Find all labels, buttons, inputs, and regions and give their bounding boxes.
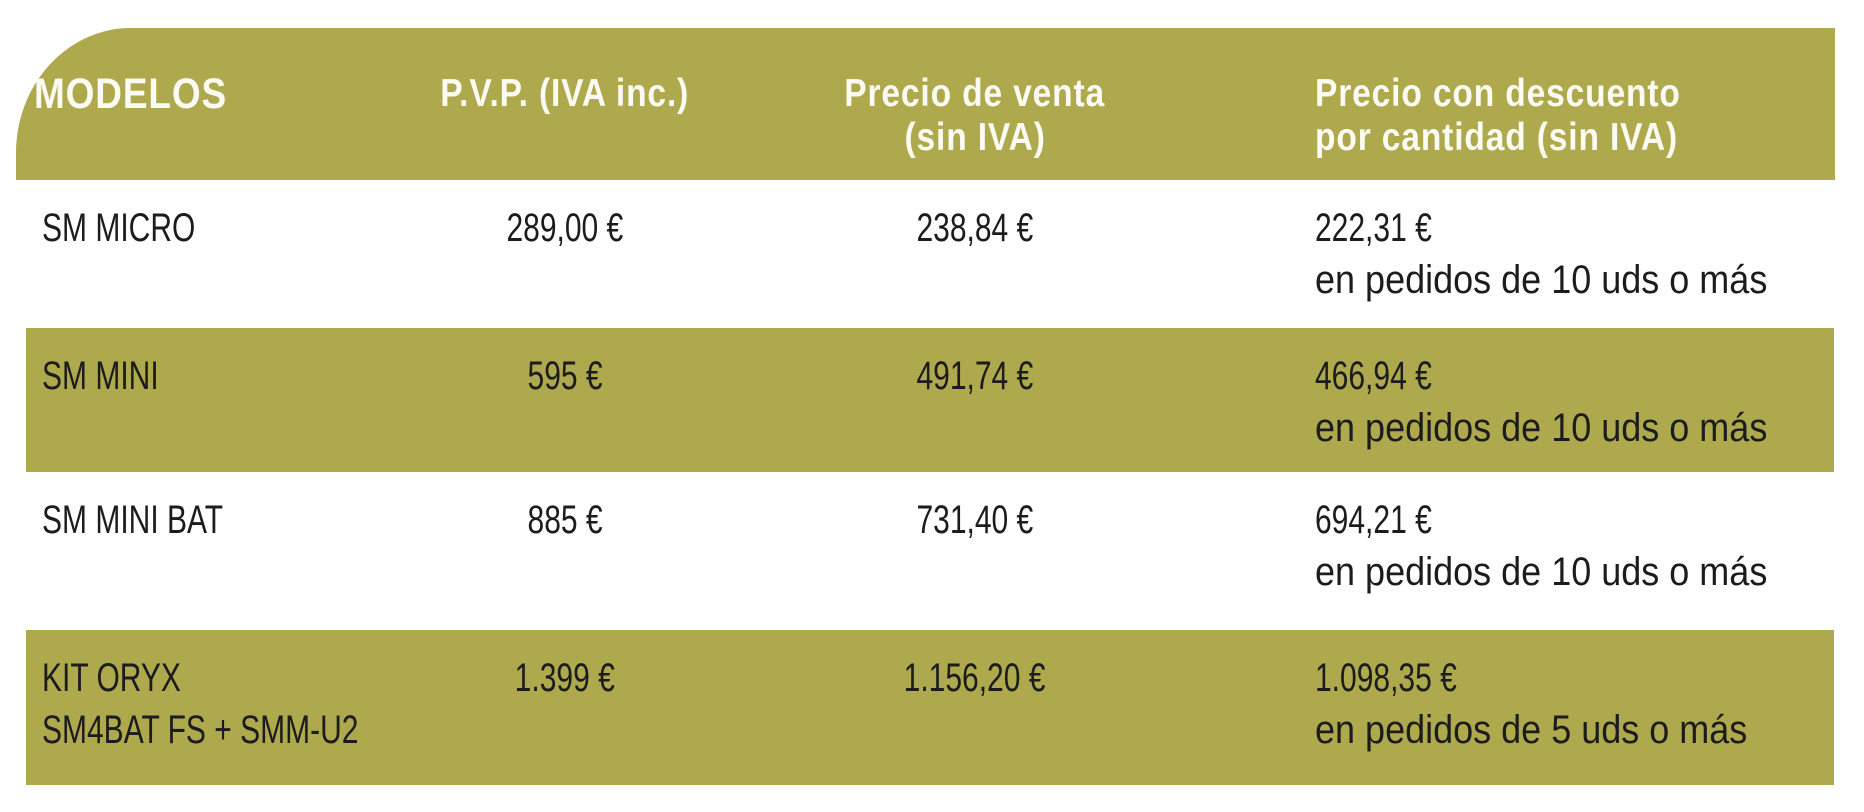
model-name-line1: SM MINI — [42, 354, 159, 398]
pvp-amount: 289,00 € — [506, 206, 624, 250]
model-name-line2: SM4BAT FS + SMM-U2 — [42, 708, 359, 752]
pvp-amount: 1.399 € — [514, 656, 616, 700]
pvp-value: 885 € — [410, 494, 720, 546]
table-header: MODELOS P.V.P. (IVA inc.) Precio de vent… — [16, 28, 1835, 180]
header-pvp-label: P.V.P. (IVA inc.) — [440, 72, 690, 115]
precio-venta-value: 238,84 € — [810, 202, 1140, 254]
header-precio-descuento-line1: Precio con descuento — [1315, 72, 1681, 115]
model-name-line1: SM MINI BAT — [42, 498, 224, 542]
model-name: SM MICRO — [42, 202, 246, 254]
precio-descuento-value: 222,31 € en pedidos de 10 uds o más — [1315, 202, 1855, 306]
precio-venta-amount: 731,40 € — [916, 498, 1034, 542]
precio-descuento-amount: 466,94 € — [1315, 354, 1432, 398]
table-row-sm-mini: SM MINI 595 € 491,74 € 466,94 € en pedid… — [26, 328, 1834, 472]
precio-descuento-amount: 1.098,35 € — [1315, 656, 1457, 700]
precio-descuento-amount: 222,31 € — [1315, 206, 1432, 250]
pvp-amount: 885 € — [527, 498, 603, 542]
model-name-line1: SM MICRO — [42, 206, 196, 250]
precio-venta-amount: 238,84 € — [916, 206, 1034, 250]
precio-venta-amount: 491,74 € — [916, 354, 1034, 398]
precio-venta-value: 491,74 € — [810, 350, 1140, 402]
header-precio-venta-line1: Precio de venta — [844, 72, 1106, 115]
descuento-nota: en pedidos de 10 uds o más — [1315, 258, 1768, 302]
table-row-kit-oryx: KIT ORYX SM4BAT FS + SMM-U2 1.399 € 1.15… — [26, 630, 1834, 785]
precio-descuento-value: 1.098,35 € en pedidos de 5 uds o más — [1315, 652, 1855, 756]
descuento-nota: en pedidos de 5 uds o más — [1315, 708, 1748, 752]
pvp-value: 289,00 € — [410, 202, 720, 254]
table-row-sm-mini-bat: SM MINI BAT 885 € 731,40 € 694,21 € en p… — [26, 472, 1834, 630]
precio-descuento-value: 694,21 € en pedidos de 10 uds o más — [1315, 494, 1855, 598]
model-name: KIT ORYX SM4BAT FS + SMM-U2 — [42, 652, 464, 756]
header-col-precio-descuento: Precio con descuento por cantidad (sin I… — [1315, 28, 1740, 160]
pvp-value: 595 € — [410, 350, 720, 402]
descuento-nota: en pedidos de 10 uds o más — [1315, 406, 1768, 450]
header-col-modelos: MODELOS — [34, 28, 258, 116]
header-col-precio-venta: Precio de venta (sin IVA) — [810, 28, 1140, 160]
header-modelos-label: MODELOS — [34, 70, 227, 118]
precio-descuento-amount: 694,21 € — [1315, 498, 1432, 542]
model-name: SM MINI BAT — [42, 494, 283, 546]
precio-venta-value: 1.156,20 € — [810, 652, 1140, 704]
model-name: SM MINI — [42, 350, 198, 402]
precio-venta-amount: 1.156,20 € — [904, 656, 1046, 700]
precio-venta-value: 731,40 € — [810, 494, 1140, 546]
pvp-value: 1.399 € — [410, 652, 720, 704]
precio-descuento-value: 466,94 € en pedidos de 10 uds o más — [1315, 350, 1855, 454]
table-row-sm-micro: SM MICRO 289,00 € 238,84 € 222,31 € en p… — [26, 180, 1834, 328]
header-precio-venta-line2: (sin IVA) — [904, 116, 1046, 159]
header-col-pvp: P.V.P. (IVA inc.) — [410, 28, 720, 116]
descuento-nota: en pedidos de 10 uds o más — [1315, 550, 1768, 594]
model-name-line1: KIT ORYX — [42, 656, 181, 700]
header-precio-descuento-line2: por cantidad (sin IVA) — [1315, 116, 1679, 159]
pvp-amount: 595 € — [527, 354, 603, 398]
